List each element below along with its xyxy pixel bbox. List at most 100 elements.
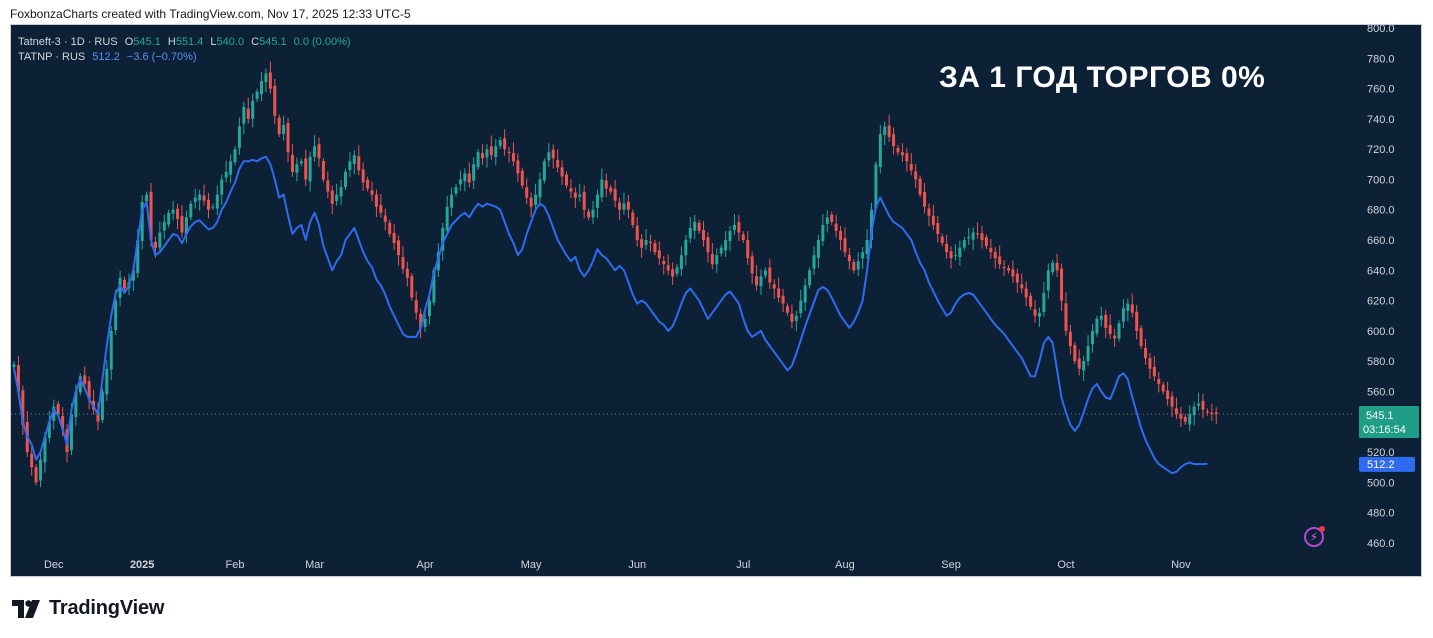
candle-body <box>374 194 378 207</box>
candle-body <box>69 414 73 451</box>
candle-body <box>1108 325 1112 334</box>
candle-body <box>251 100 255 119</box>
y-tick-label: 560.0 <box>1367 386 1395 398</box>
candle-body <box>39 459 43 481</box>
candle-body <box>962 240 966 248</box>
candle-body <box>423 318 427 327</box>
legend-main-row: Tatneft-3 · 1D · RUS O545.1 H551.4 L540.… <box>18 35 351 50</box>
candle-body <box>821 224 825 241</box>
candle-body <box>498 140 502 147</box>
legend-low-value: 540.0 <box>216 36 245 48</box>
candle-body <box>803 285 807 303</box>
candle-body <box>145 194 149 202</box>
candle-body <box>993 252 997 259</box>
candle-body <box>657 250 661 259</box>
candle-body <box>450 194 454 208</box>
candle-body <box>755 276 759 286</box>
candle-body <box>1183 416 1187 422</box>
candle-body <box>379 204 383 213</box>
chart-panel[interactable]: 800.0 780.0 760.0 740.0 720.0 700.0 680.0 660.0… <box>10 24 1422 577</box>
candle-body <box>794 315 798 321</box>
candle-body <box>843 238 847 253</box>
candle-body <box>892 134 896 147</box>
candle-body <box>184 217 188 235</box>
candle-body <box>724 240 728 251</box>
candle-body <box>852 262 856 271</box>
candle-body <box>308 156 312 182</box>
candle-body <box>666 265 670 271</box>
y-tick-label: 600.0 <box>1367 326 1395 338</box>
candle-body <box>1033 309 1037 316</box>
candle-body <box>458 179 462 185</box>
candle-body <box>1205 411 1209 413</box>
candle-body <box>149 191 153 241</box>
y-tick-label: 680.0 <box>1367 205 1395 217</box>
y-tick-label: 480.0 <box>1367 508 1395 520</box>
candle-body <box>560 167 564 177</box>
lightning-bolt-icon[interactable]: ⚡ <box>1304 526 1325 547</box>
price-chart[interactable]: 800.0 780.0 760.0 740.0 720.0 700.0 680.0 660.0… <box>11 25 1421 576</box>
y-tick-label: 660.0 <box>1367 235 1395 247</box>
bar-countdown: 03:16:54 <box>1363 424 1406 436</box>
legend-main-symbol[interactable]: Tatneft-3 · 1D · RUS <box>18 36 118 48</box>
candle-body <box>1046 270 1050 291</box>
candle-body <box>565 174 568 186</box>
candle-body <box>741 234 745 241</box>
candle-body <box>1029 295 1033 307</box>
candle-body <box>786 306 789 313</box>
candle-body <box>861 252 865 259</box>
candle-body <box>286 123 290 153</box>
legend-compare-symbol[interactable]: TATNP · RUS <box>18 51 86 63</box>
candle-body <box>1051 262 1055 273</box>
candle-body <box>534 194 538 205</box>
candle-body <box>140 202 144 241</box>
candle-body <box>878 134 882 168</box>
candle-body <box>971 232 975 240</box>
candle-body <box>967 237 971 239</box>
candle-body <box>313 146 317 157</box>
candle-body <box>675 267 679 274</box>
candle-body <box>454 187 458 194</box>
candle-body <box>710 253 714 265</box>
candle-body <box>609 187 613 192</box>
candle-body <box>211 206 215 208</box>
candle-body <box>737 222 741 233</box>
candle-body <box>330 190 334 204</box>
candle-body <box>321 160 325 180</box>
candle-body <box>198 194 202 201</box>
candle-body <box>1015 273 1019 283</box>
candle-body <box>1152 366 1156 377</box>
candle-body <box>352 155 356 165</box>
candle-body <box>763 270 767 276</box>
candle-body <box>945 243 949 253</box>
candle-body <box>640 239 644 248</box>
candle-body <box>47 421 51 438</box>
candle-body <box>635 225 639 241</box>
candle-body <box>193 197 197 202</box>
tradingview-logo-icon <box>12 599 40 618</box>
candle-body <box>1161 384 1165 392</box>
x-tick-label: Sep <box>941 559 961 571</box>
candle-body <box>1073 345 1077 362</box>
y-tick-label: 520.0 <box>1367 447 1395 459</box>
candle-body <box>909 164 913 171</box>
candle-body <box>123 279 126 289</box>
candle-body <box>984 237 988 247</box>
chart-legend: Tatneft-3 · 1D · RUS O545.1 H551.4 L540.… <box>18 35 351 65</box>
candle-body <box>525 187 529 198</box>
candle-body <box>277 117 281 135</box>
candle-body <box>100 391 104 420</box>
candle-body <box>295 164 299 173</box>
candle-body <box>976 233 980 235</box>
candle-body <box>96 409 100 422</box>
notification-dot <box>1319 526 1325 532</box>
candle-body <box>260 81 264 95</box>
candle-body <box>1166 390 1170 400</box>
candle-body <box>1011 269 1015 277</box>
candle-body <box>874 164 878 208</box>
candle-body <box>799 300 803 314</box>
candle-body <box>715 255 719 265</box>
candle-body <box>777 288 781 298</box>
x-tick-label: Aug <box>835 559 855 571</box>
candle-body <box>772 284 776 289</box>
